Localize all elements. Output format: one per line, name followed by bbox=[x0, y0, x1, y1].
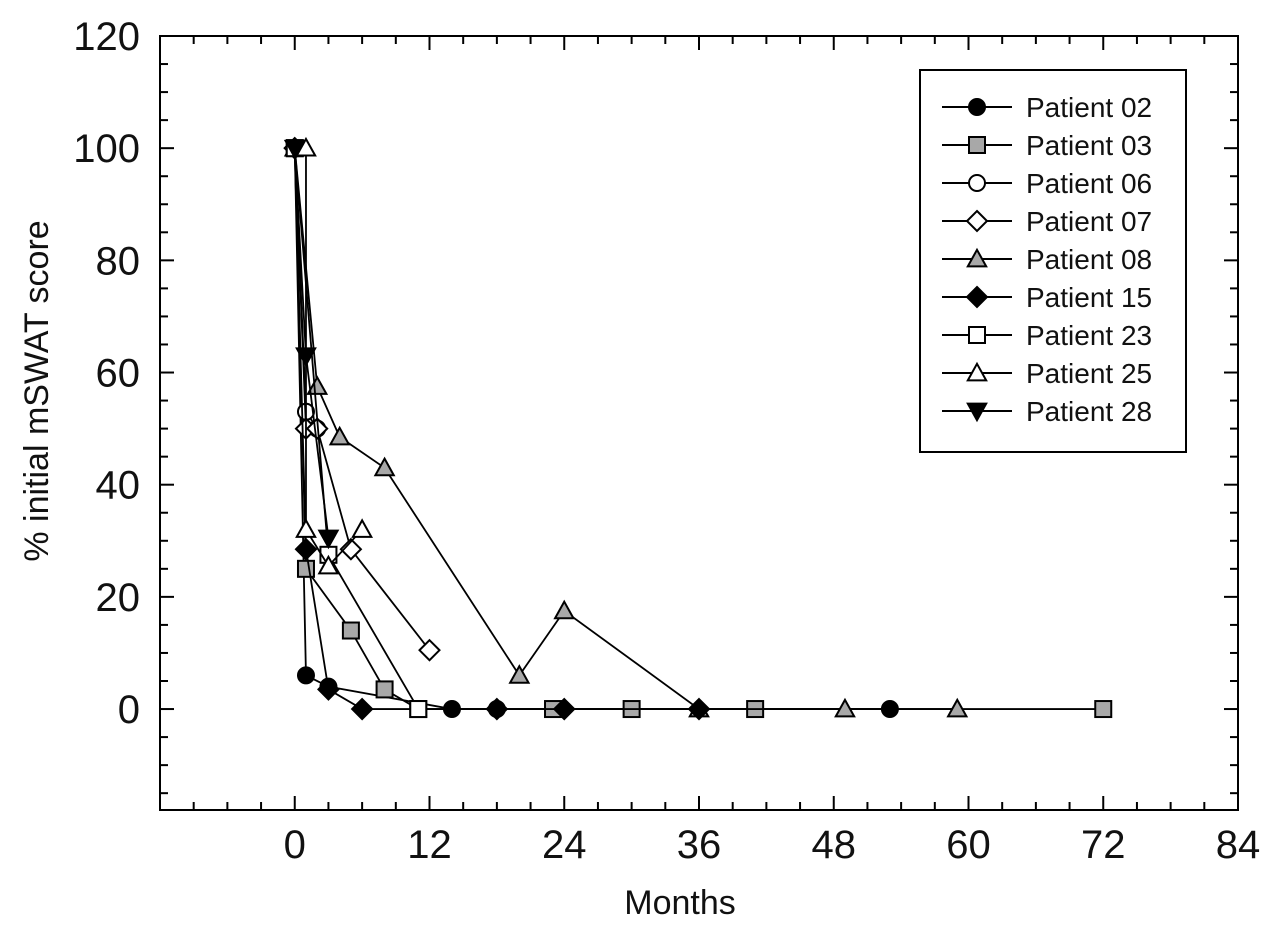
data-point-patient-08 bbox=[508, 664, 531, 684]
y-tick-label: 60 bbox=[96, 352, 141, 396]
data-point-patient-07 bbox=[418, 638, 441, 662]
legend-item-patient-25: Patient 25 bbox=[942, 358, 1152, 389]
legend-label: Patient 08 bbox=[1026, 244, 1152, 275]
y-tick-label: 20 bbox=[96, 576, 141, 620]
x-tick-label: 48 bbox=[812, 823, 857, 867]
series-line-patient-25 bbox=[305, 148, 363, 568]
data-point-patient-03 bbox=[1094, 700, 1113, 719]
y-axis-title: % initial mSWAT score bbox=[18, 220, 56, 561]
legend-label: Patient 28 bbox=[1026, 396, 1152, 427]
data-point-patient-02 bbox=[296, 666, 315, 685]
legend-marker bbox=[965, 285, 989, 309]
x-tick-label: 60 bbox=[946, 823, 991, 867]
series-patient-28 bbox=[283, 139, 340, 550]
series-patient-25 bbox=[295, 136, 374, 575]
legend-marker bbox=[966, 402, 988, 423]
data-point-patient-25 bbox=[351, 518, 374, 538]
data-point-patient-08 bbox=[328, 425, 351, 446]
legend-item-patient-07: Patient 07 bbox=[942, 206, 1152, 237]
legend-marker bbox=[968, 136, 986, 154]
data-point-patient-03 bbox=[375, 680, 394, 699]
y-tick-label: 40 bbox=[96, 464, 141, 508]
data-point-patient-08 bbox=[834, 697, 856, 718]
legend-box bbox=[919, 69, 1187, 453]
data-point-patient-08 bbox=[373, 456, 396, 477]
data-point-patient-15 bbox=[552, 697, 576, 721]
data-point-patient-25 bbox=[317, 554, 340, 575]
legend-label: Patient 25 bbox=[1026, 358, 1152, 389]
y-tick-label: 80 bbox=[96, 239, 141, 283]
y-tick-label: 100 bbox=[73, 127, 140, 171]
axis-ticks: 0 12 24 36 48 60 72 84 0 20 40 60 80 100 120 bbox=[73, 15, 1260, 867]
legend-item-patient-03: Patient 03 bbox=[942, 130, 1152, 161]
x-tick-label: 12 bbox=[407, 823, 452, 867]
data-point-patient-28 bbox=[317, 529, 340, 550]
data-point-patient-23 bbox=[409, 700, 428, 719]
data-point-patient-15 bbox=[350, 697, 374, 721]
legend-item-patient-02: Patient 02 bbox=[942, 92, 1152, 123]
legend-item-patient-06: Patient 06 bbox=[942, 168, 1152, 199]
x-axis-title: Months bbox=[624, 884, 736, 922]
legend-marker bbox=[968, 98, 986, 116]
x-tick-label: 84 bbox=[1216, 823, 1261, 867]
legend-marker bbox=[965, 209, 989, 233]
data-point-patient-07 bbox=[339, 537, 363, 561]
data-point-patient-28 bbox=[295, 347, 317, 367]
data-point-patient-15 bbox=[317, 677, 340, 701]
legend-item-patient-28: Patient 28 bbox=[942, 396, 1152, 427]
x-tick-label: 24 bbox=[542, 823, 587, 867]
data-point-patient-03 bbox=[296, 559, 315, 578]
data-point-patient-28 bbox=[283, 139, 306, 160]
y-tick-label: 120 bbox=[73, 15, 140, 59]
legend-marker bbox=[966, 247, 988, 268]
x-tick-label: 0 bbox=[284, 823, 306, 867]
data-point-patient-08 bbox=[946, 697, 969, 718]
y-tick-label: 0 bbox=[118, 688, 140, 732]
data-point-patient-25 bbox=[295, 518, 317, 538]
legend-item-patient-08: Patient 08 bbox=[942, 244, 1152, 275]
data-point-patient-15 bbox=[294, 537, 318, 561]
data-point-patient-08 bbox=[553, 599, 576, 620]
legend-label: Patient 23 bbox=[1026, 320, 1152, 351]
data-point-patient-15 bbox=[687, 697, 711, 721]
legend-label: Patient 15 bbox=[1026, 282, 1152, 313]
data-point-patient-08 bbox=[306, 375, 329, 395]
legend-item-patient-23: Patient 23 bbox=[942, 320, 1152, 351]
legend-items: Patient 02 Patient 03 Patient 06 Patient 07… bbox=[942, 92, 1152, 427]
legend-marker bbox=[968, 326, 986, 344]
legend-item-patient-15: Patient 15 bbox=[942, 282, 1152, 313]
legend-label: Patient 02 bbox=[1026, 92, 1152, 123]
legend-label: Patient 03 bbox=[1026, 130, 1152, 161]
series-layer bbox=[283, 136, 1113, 721]
x-tick-label: 72 bbox=[1081, 823, 1126, 867]
data-point-patient-03 bbox=[341, 621, 360, 640]
legend-marker bbox=[968, 174, 986, 192]
legend-label: Patient 06 bbox=[1026, 168, 1152, 199]
legend-label: Patient 07 bbox=[1026, 206, 1152, 237]
x-tick-label: 36 bbox=[677, 823, 722, 867]
legend-marker bbox=[966, 361, 988, 382]
legend: Patient 02 Patient 03 Patient 06 Patient 07… bbox=[919, 69, 1187, 453]
data-point-patient-15 bbox=[485, 697, 509, 721]
